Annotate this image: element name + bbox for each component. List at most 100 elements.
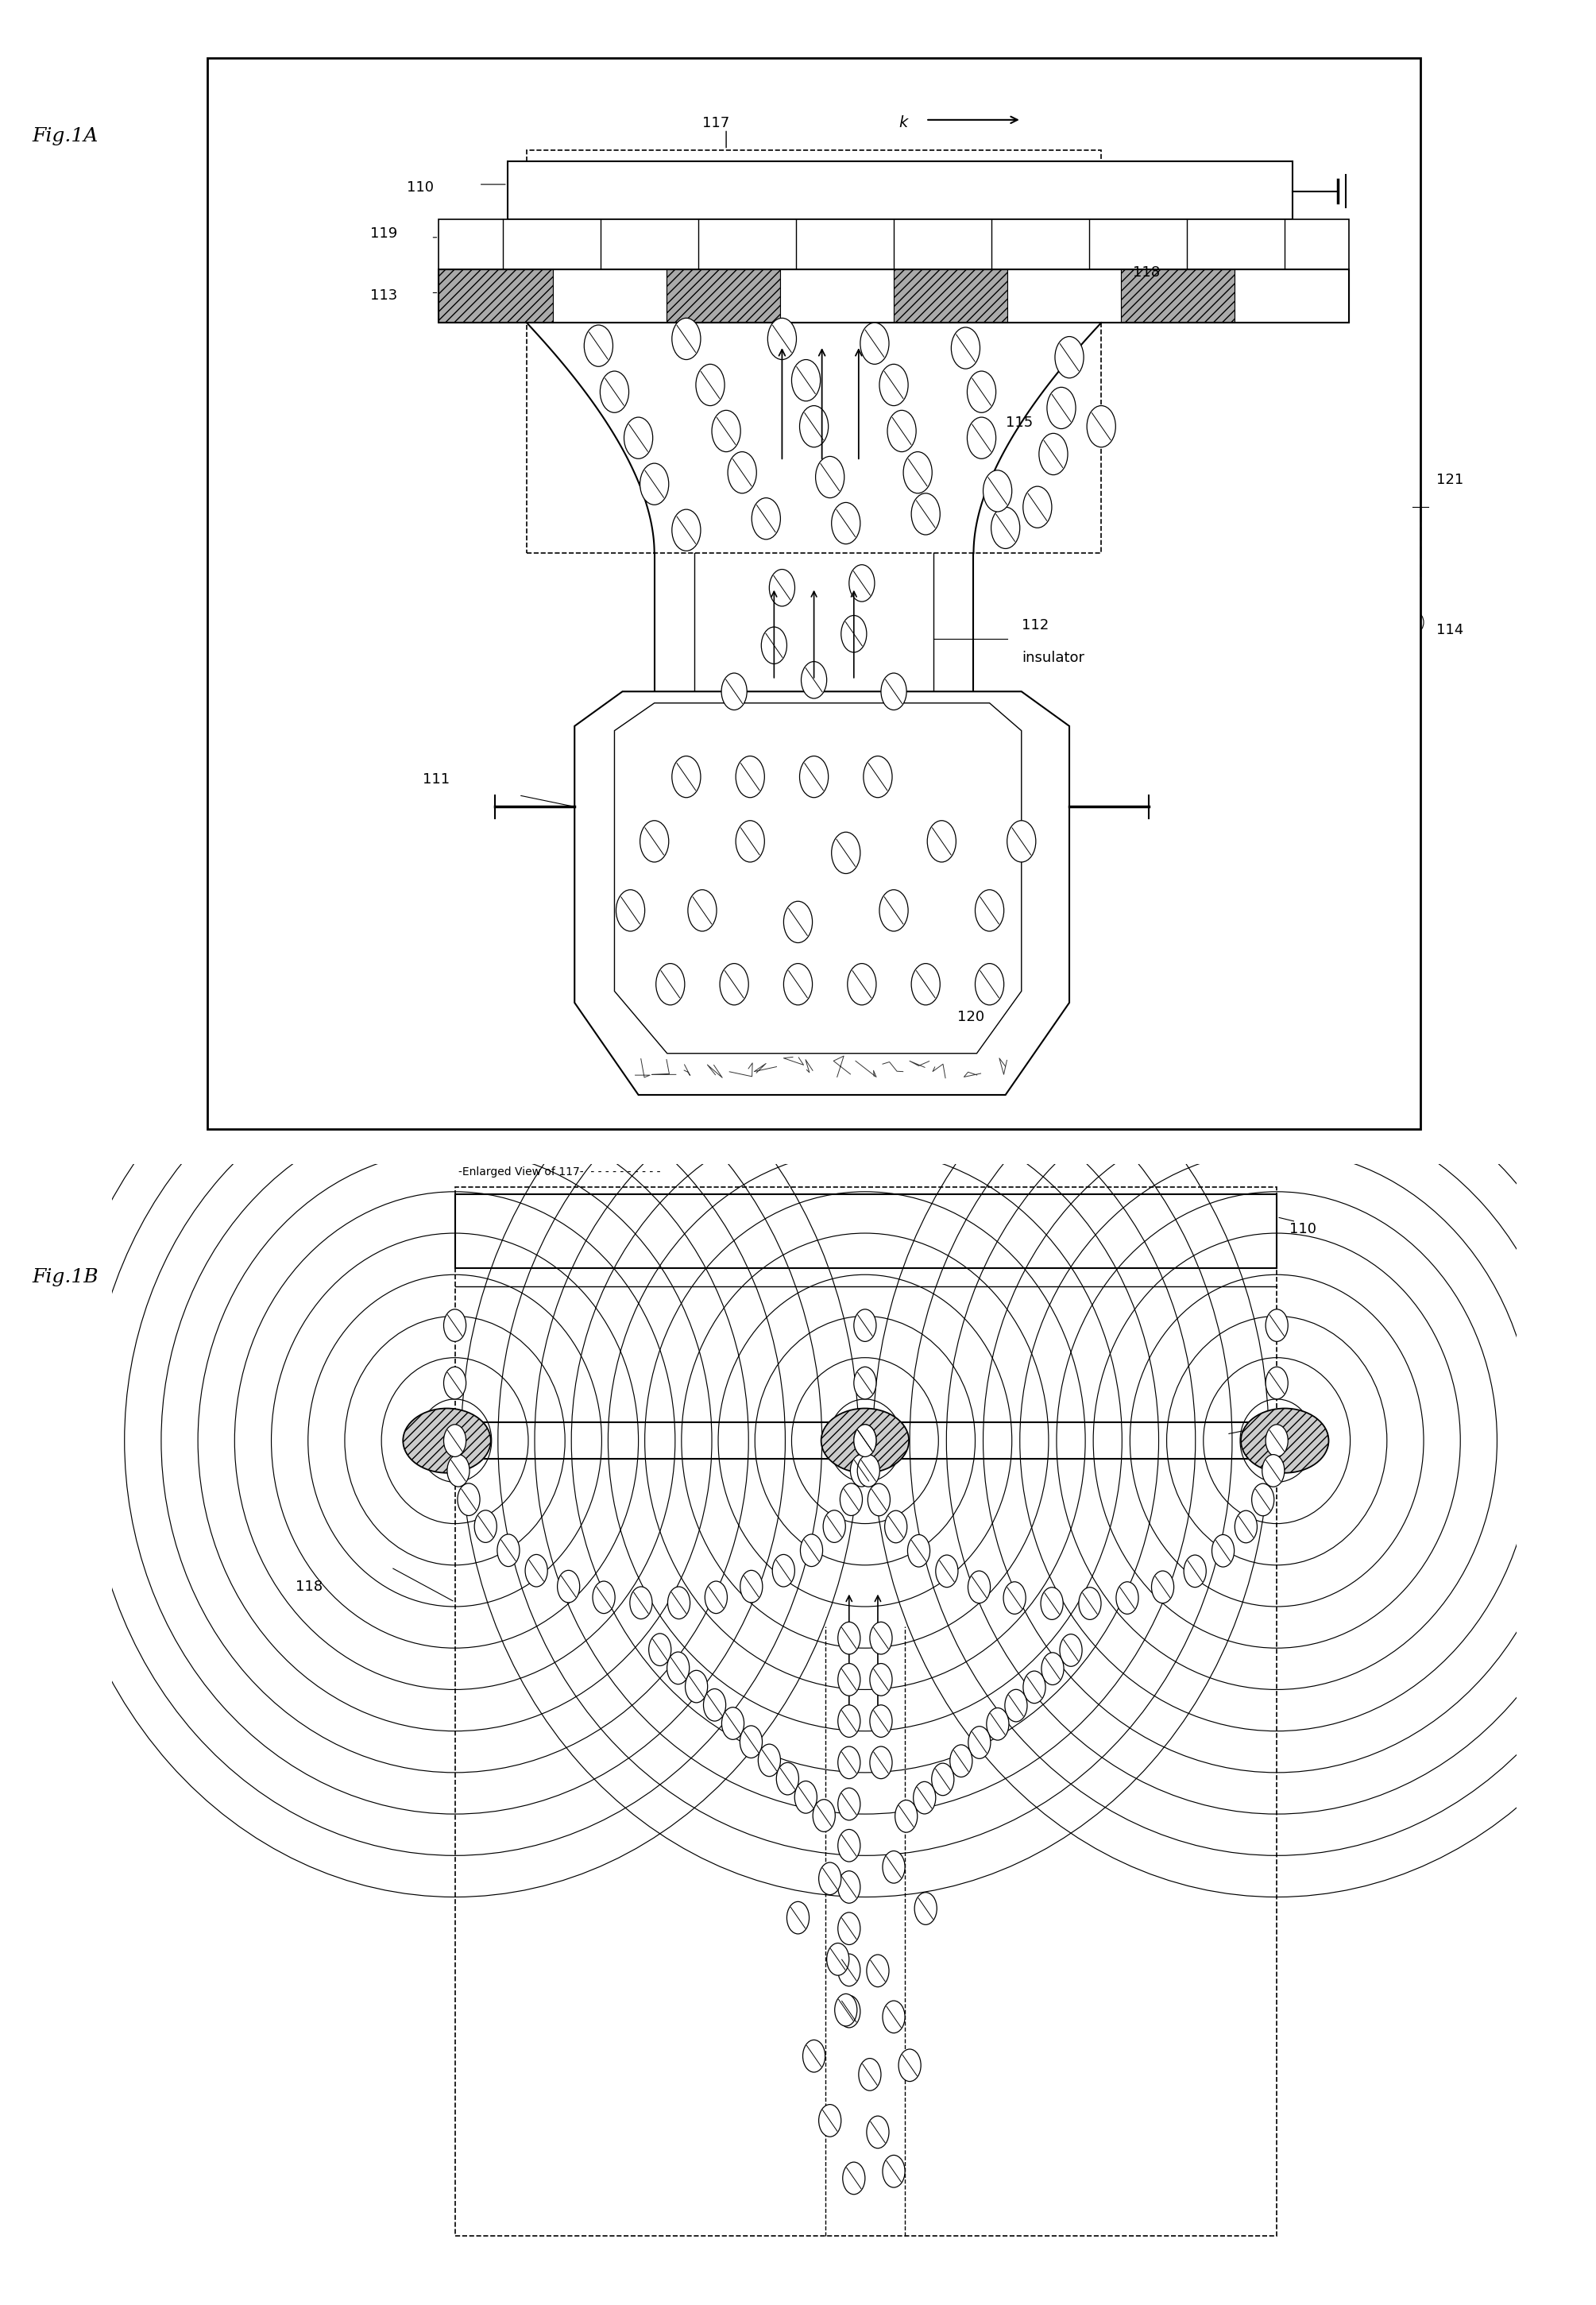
- Circle shape: [927, 821, 956, 862]
- Polygon shape: [439, 270, 552, 323]
- Circle shape: [667, 1586, 689, 1618]
- Text: 118: 118: [295, 1579, 322, 1593]
- Circle shape: [884, 1510, 907, 1542]
- Ellipse shape: [820, 1408, 908, 1473]
- Circle shape: [854, 1424, 876, 1457]
- Circle shape: [444, 1367, 466, 1399]
- Circle shape: [857, 1454, 879, 1487]
- Circle shape: [1042, 1653, 1065, 1685]
- Circle shape: [1041, 1588, 1063, 1620]
- Circle shape: [1266, 1424, 1288, 1457]
- Circle shape: [600, 371, 629, 413]
- Circle shape: [816, 456, 844, 498]
- Circle shape: [696, 364, 725, 406]
- Circle shape: [849, 565, 875, 602]
- Circle shape: [705, 1581, 728, 1614]
- Ellipse shape: [1242, 1408, 1328, 1473]
- Circle shape: [863, 756, 892, 798]
- Circle shape: [736, 756, 764, 798]
- Text: 114: 114: [1436, 622, 1464, 636]
- Text: Fig.1B: Fig.1B: [32, 1268, 99, 1286]
- Circle shape: [776, 1763, 798, 1796]
- Circle shape: [835, 1994, 857, 2026]
- Text: 120: 120: [958, 1010, 985, 1023]
- Circle shape: [1266, 1367, 1288, 1399]
- Circle shape: [721, 1708, 744, 1740]
- Circle shape: [967, 417, 996, 459]
- Circle shape: [1039, 433, 1068, 475]
- Circle shape: [640, 463, 669, 505]
- Circle shape: [1116, 1581, 1138, 1614]
- Circle shape: [991, 507, 1020, 549]
- Circle shape: [879, 364, 908, 406]
- Circle shape: [851, 1454, 873, 1487]
- Circle shape: [883, 1851, 905, 1883]
- Circle shape: [881, 673, 907, 710]
- Polygon shape: [575, 692, 1069, 1095]
- Circle shape: [935, 1556, 958, 1588]
- Circle shape: [843, 2162, 865, 2194]
- Circle shape: [630, 1586, 653, 1618]
- Circle shape: [1004, 1581, 1026, 1614]
- Circle shape: [1087, 406, 1116, 447]
- Circle shape: [1007, 821, 1036, 862]
- Text: insulator: insulator: [1021, 650, 1084, 664]
- Polygon shape: [667, 270, 780, 323]
- Circle shape: [950, 1745, 972, 1777]
- Circle shape: [1152, 1572, 1175, 1604]
- Circle shape: [832, 502, 860, 544]
- Circle shape: [736, 821, 764, 862]
- Circle shape: [838, 1913, 860, 1945]
- Circle shape: [784, 963, 812, 1005]
- Circle shape: [839, 1484, 862, 1517]
- Circle shape: [847, 963, 876, 1005]
- Circle shape: [761, 627, 787, 664]
- Circle shape: [838, 1789, 860, 1821]
- Circle shape: [913, 1782, 935, 1814]
- Circle shape: [870, 1664, 892, 1696]
- Circle shape: [720, 963, 749, 1005]
- Circle shape: [741, 1570, 763, 1602]
- Circle shape: [868, 1484, 891, 1517]
- Polygon shape: [1120, 270, 1235, 323]
- Circle shape: [1005, 1690, 1028, 1722]
- Polygon shape: [894, 270, 1007, 323]
- Circle shape: [648, 1634, 670, 1667]
- Circle shape: [525, 1554, 547, 1586]
- Polygon shape: [207, 58, 1420, 1129]
- Text: 110: 110: [1290, 1222, 1317, 1235]
- Text: 119: 119: [370, 226, 397, 240]
- Text: 113: 113: [370, 288, 397, 302]
- Circle shape: [792, 360, 820, 401]
- Circle shape: [721, 673, 747, 710]
- Circle shape: [800, 1535, 822, 1567]
- Polygon shape: [508, 161, 1293, 219]
- Circle shape: [557, 1570, 579, 1602]
- Circle shape: [768, 318, 796, 360]
- Circle shape: [444, 1309, 466, 1342]
- Circle shape: [584, 325, 613, 366]
- Circle shape: [841, 615, 867, 652]
- Circle shape: [867, 1955, 889, 1987]
- Circle shape: [967, 371, 996, 413]
- Circle shape: [911, 963, 940, 1005]
- Circle shape: [447, 1454, 469, 1487]
- Polygon shape: [552, 270, 667, 323]
- Circle shape: [824, 1510, 846, 1542]
- Text: 121: 121: [1436, 473, 1464, 486]
- Circle shape: [672, 756, 701, 798]
- Circle shape: [592, 1581, 614, 1614]
- Circle shape: [672, 509, 701, 551]
- Circle shape: [975, 963, 1004, 1005]
- Circle shape: [986, 1708, 1009, 1740]
- Circle shape: [819, 1862, 841, 1895]
- Circle shape: [769, 569, 795, 606]
- Circle shape: [672, 318, 701, 360]
- Circle shape: [883, 2001, 905, 2033]
- Circle shape: [498, 1535, 520, 1567]
- Circle shape: [1235, 1510, 1258, 1542]
- Text: 118: 118: [1133, 265, 1160, 279]
- Circle shape: [812, 1800, 835, 1832]
- Circle shape: [667, 1653, 689, 1685]
- Circle shape: [859, 2058, 881, 2091]
